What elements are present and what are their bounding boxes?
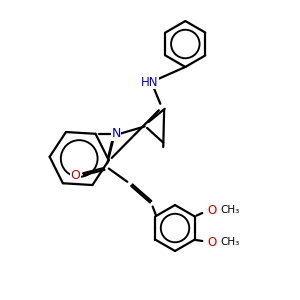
Text: HN: HN — [141, 76, 159, 89]
Text: N: N — [112, 127, 121, 140]
Text: O: O — [208, 236, 217, 249]
Text: CH₃: CH₃ — [221, 238, 240, 248]
Text: CH₃: CH₃ — [221, 205, 240, 215]
Text: O: O — [208, 204, 217, 217]
Text: O: O — [70, 169, 80, 182]
